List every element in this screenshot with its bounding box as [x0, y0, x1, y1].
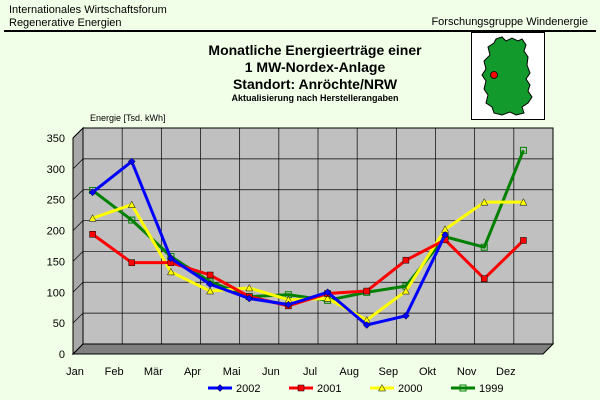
data-point — [480, 243, 488, 251]
y-tick-label: 350 — [47, 133, 65, 145]
x-tick-label: Feb — [105, 366, 124, 378]
data-point — [245, 283, 254, 292]
gridline-side — [72, 312, 84, 324]
x-tick-label: Dez — [496, 366, 516, 378]
plot-floor — [71, 343, 555, 355]
germany-outline-icon — [481, 36, 533, 116]
data-point — [323, 294, 332, 302]
data-point — [166, 267, 175, 276]
legend-item-2000: 2000 — [370, 383, 422, 395]
data-point — [323, 288, 332, 297]
data-point — [127, 157, 136, 166]
y-tick-label: 100 — [47, 287, 65, 299]
data-point — [88, 188, 97, 197]
data-point — [481, 275, 488, 282]
y-tick-label: 250 — [47, 195, 65, 207]
data-point — [216, 384, 224, 392]
data-point — [245, 294, 254, 303]
legend-label: 2001 — [317, 383, 341, 395]
header-org-line1: Internationales Wirtschaftsforum — [9, 4, 167, 16]
data-point — [167, 254, 175, 263]
data-point — [128, 259, 135, 266]
data-point — [363, 287, 370, 295]
data-point — [127, 200, 136, 208]
x-tick-label: Jan — [66, 366, 84, 378]
germany-location-map — [471, 32, 545, 120]
data-point — [206, 287, 215, 295]
data-point — [206, 271, 214, 279]
chart-title: Monatliche Energieerträge einer 1 MW-Nor… — [150, 42, 480, 93]
data-point — [297, 384, 305, 392]
data-point — [128, 216, 136, 224]
x-tick-label: Aug — [339, 366, 359, 378]
x-tick-label: Okt — [419, 366, 436, 378]
chart-title-line3: Standort: Anröchte/NRW — [232, 76, 398, 92]
data-point — [520, 237, 527, 244]
data-point — [88, 214, 97, 222]
data-point — [441, 231, 449, 239]
y-tick-label: 150 — [47, 256, 65, 268]
y-tick-label: 300 — [47, 164, 65, 176]
data-point — [401, 287, 410, 295]
y-axis-title: Energie [Tsd. kWh] — [90, 113, 166, 123]
y-tick-label: 0 — [59, 349, 65, 361]
gridline-side — [72, 189, 84, 200]
data-point — [284, 300, 293, 309]
legend-item-2002: 2002 — [208, 383, 260, 395]
x-tick-label: Mai — [223, 366, 241, 378]
legend-label: 2000 — [398, 383, 422, 395]
legend-label: 1999 — [479, 383, 503, 395]
header-group: Forschungsgruppe Windenergie — [431, 16, 588, 28]
header-org-line2: Regenerative Energien — [9, 17, 122, 29]
data-point — [378, 383, 386, 392]
gridline-side — [72, 282, 84, 293]
gridline-side — [72, 220, 84, 231]
gridline-side — [72, 158, 84, 170]
header-organization: Internationales Wirtschaftsforum Regener… — [9, 4, 167, 30]
data-point — [206, 280, 214, 289]
x-tick-label: Jun — [262, 366, 280, 378]
x-tick-label: Mär — [144, 366, 163, 378]
legend-item-2001: 2001 — [289, 383, 341, 395]
data-point — [402, 256, 410, 264]
data-point — [89, 231, 96, 238]
gridline-side — [72, 127, 84, 139]
legend-item-1999: 1999 — [451, 383, 503, 395]
x-tick-label: Nov — [457, 366, 477, 378]
gridline-side — [72, 251, 84, 262]
x-tick-label: Apr — [184, 366, 201, 378]
data-point — [519, 198, 528, 206]
germany-map-icon — [481, 36, 533, 116]
series-2002 — [88, 157, 449, 329]
data-point — [402, 311, 410, 320]
data-point — [362, 321, 371, 329]
data-point — [459, 384, 467, 392]
legend-label: 2002 — [236, 383, 260, 395]
x-tick-label: Sep — [379, 366, 399, 378]
header-divider — [4, 30, 596, 32]
chart-title-line1: Monatliche Energieerträge einer — [208, 42, 422, 58]
gridline-side — [72, 343, 84, 355]
data-point — [480, 198, 489, 206]
x-tick-label: Jul — [303, 366, 317, 378]
series-line-2002 — [91, 159, 447, 327]
data-point — [519, 146, 527, 154]
plot-side-wall — [72, 126, 84, 356]
location-marker-icon — [490, 71, 498, 79]
y-tick-label: 50 — [53, 318, 65, 330]
chart-subtitle: Aktualisierung nach Herstellerangaben — [231, 93, 399, 103]
y-tick-label: 200 — [47, 226, 65, 238]
chart-title-line2: 1 MW-Nordex-Anlage — [244, 59, 386, 75]
